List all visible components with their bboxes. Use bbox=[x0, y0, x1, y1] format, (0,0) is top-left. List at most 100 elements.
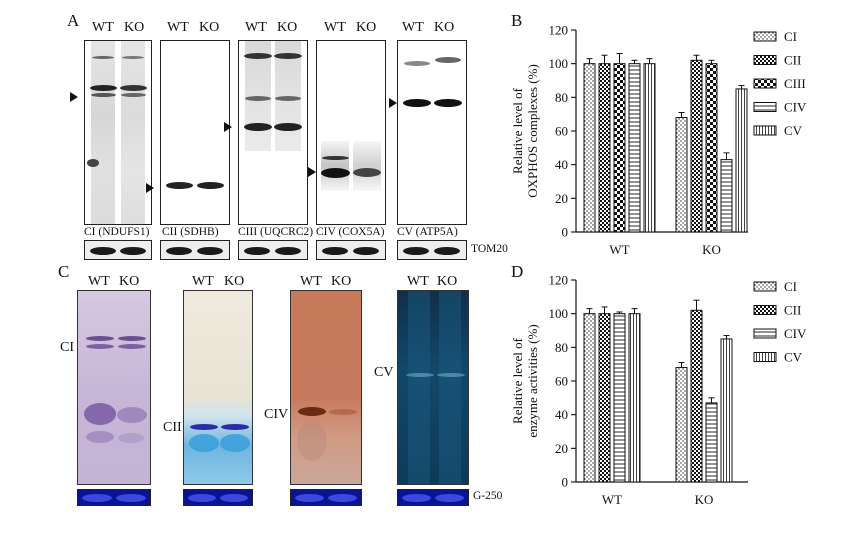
blot-caption: CIV (COX5A) bbox=[316, 226, 385, 238]
legend-swatch bbox=[753, 305, 777, 315]
western-blot-civ bbox=[316, 40, 386, 225]
legend-swatch bbox=[753, 102, 777, 112]
y-tick-label: 20 bbox=[555, 441, 568, 456]
panel-label-c: C bbox=[58, 262, 70, 281]
legend-label: CV bbox=[784, 123, 803, 138]
lane-label-wt: WT bbox=[300, 274, 322, 289]
legend-label: CII bbox=[784, 53, 801, 68]
x-tick-label: KO bbox=[702, 242, 721, 257]
in-gel-activity-cv bbox=[397, 290, 469, 485]
panel-label-a: A bbox=[67, 11, 80, 30]
bar bbox=[613, 63, 626, 233]
lane-label-ko: KO bbox=[437, 274, 458, 289]
blot-caption: CII (SDHB) bbox=[162, 226, 219, 238]
bar bbox=[598, 313, 611, 483]
blot-caption: CV (ATP5A) bbox=[397, 226, 458, 238]
bar bbox=[720, 159, 733, 233]
lane-label-ko: KO bbox=[331, 274, 352, 289]
lane-label-ko: KO bbox=[277, 20, 298, 35]
legend-swatch bbox=[753, 281, 777, 292]
western-blot-ci bbox=[84, 40, 152, 225]
legend-label: CIV bbox=[784, 326, 807, 341]
lane-label-wt: WT bbox=[245, 20, 267, 35]
y-tick-label: 40 bbox=[555, 407, 568, 422]
g250-stain-strip bbox=[183, 489, 253, 506]
lane-label-wt: WT bbox=[88, 274, 110, 289]
loading-control-blot bbox=[238, 240, 308, 260]
bar bbox=[613, 313, 626, 483]
legend-label: CI bbox=[784, 29, 797, 44]
legend-swatch bbox=[753, 125, 777, 136]
panel-label-d: D bbox=[511, 262, 524, 281]
gel-label: CI bbox=[60, 340, 74, 355]
bar bbox=[628, 63, 641, 233]
lane-label-wt: WT bbox=[167, 20, 189, 35]
y-tick-label: 20 bbox=[555, 191, 568, 206]
loading-control-blot bbox=[397, 240, 467, 260]
x-tick-label: WT bbox=[609, 242, 629, 257]
in-gel-activity-civ bbox=[290, 290, 362, 485]
legend-label: CIV bbox=[784, 100, 807, 115]
bar bbox=[628, 313, 641, 483]
bar-chart-enzyme-activities: Relative level ofenzyme activities (%) 0 2… bbox=[510, 273, 807, 508]
legend-swatch bbox=[753, 352, 777, 362]
y-axis-label: Relative level ofenzyme activities (%) bbox=[510, 324, 540, 437]
y-tick-label: 0 bbox=[562, 475, 569, 490]
lane-label-wt: WT bbox=[324, 20, 346, 35]
legend-swatch bbox=[753, 328, 777, 339]
lane-label-wt: WT bbox=[402, 20, 424, 35]
g250-stain-strip bbox=[77, 489, 151, 506]
blot-caption: CIII (UQCRC2) bbox=[238, 226, 314, 238]
arrowhead-icon bbox=[70, 92, 78, 102]
panel-label-b: B bbox=[511, 11, 523, 30]
y-tick-label: 60 bbox=[555, 374, 568, 389]
bar bbox=[720, 338, 733, 483]
in-gel-activity-cii bbox=[183, 290, 253, 485]
legend-label: CV bbox=[784, 350, 803, 365]
y-tick-label: 100 bbox=[549, 56, 569, 71]
bar bbox=[690, 59, 703, 233]
y-tick-label: 0 bbox=[562, 225, 569, 240]
legend-swatch bbox=[753, 78, 777, 89]
gel-label: CV bbox=[374, 365, 394, 380]
legend-label: CI bbox=[784, 279, 797, 294]
lane-label-ko: KO bbox=[124, 20, 145, 35]
loading-control-blot bbox=[84, 240, 152, 260]
y-tick-label: 120 bbox=[549, 273, 569, 288]
lane-label-ko: KO bbox=[224, 274, 245, 289]
bar bbox=[705, 63, 718, 233]
y-tick-label: 40 bbox=[555, 157, 568, 172]
arrowhead-icon bbox=[146, 183, 154, 193]
arrowhead-icon bbox=[389, 98, 397, 108]
x-tick-label: WT bbox=[602, 492, 622, 507]
bar bbox=[690, 309, 703, 483]
bar bbox=[675, 117, 688, 233]
legend-label: CII bbox=[784, 303, 801, 318]
loading-control-label: TOM20 bbox=[471, 243, 508, 255]
bar bbox=[675, 367, 688, 483]
g250-stain-strip bbox=[397, 489, 469, 506]
gel-label: CII bbox=[163, 420, 182, 435]
western-blot-cii bbox=[160, 40, 230, 225]
x-tick-label: KO bbox=[695, 492, 714, 507]
legend-label: CIII bbox=[784, 76, 806, 91]
lane-label-ko: KO bbox=[119, 274, 140, 289]
y-tick-label: 60 bbox=[555, 124, 568, 139]
lane-label-wt: WT bbox=[92, 20, 114, 35]
arrowhead-icon bbox=[224, 122, 232, 132]
y-tick-label: 120 bbox=[549, 23, 569, 38]
legend-swatch bbox=[753, 31, 777, 42]
lane-label-wt: WT bbox=[192, 274, 214, 289]
stain-label: G-250 bbox=[473, 490, 503, 502]
bar bbox=[705, 402, 718, 483]
y-axis-label: Relative level ofOXPHOS complexes (%) bbox=[510, 64, 540, 198]
loading-control-blot bbox=[316, 240, 386, 260]
western-blot-ciii bbox=[238, 40, 308, 225]
y-tick-label: 80 bbox=[555, 340, 568, 355]
lane-label-ko: KO bbox=[356, 20, 377, 35]
western-blot-cv bbox=[397, 40, 467, 225]
bar bbox=[583, 63, 596, 233]
lane-label-ko: KO bbox=[199, 20, 220, 35]
bar bbox=[598, 63, 611, 233]
bar-chart-oxphos-levels: Relative level ofOXPHOS complexes (%) 0 20… bbox=[510, 23, 807, 258]
